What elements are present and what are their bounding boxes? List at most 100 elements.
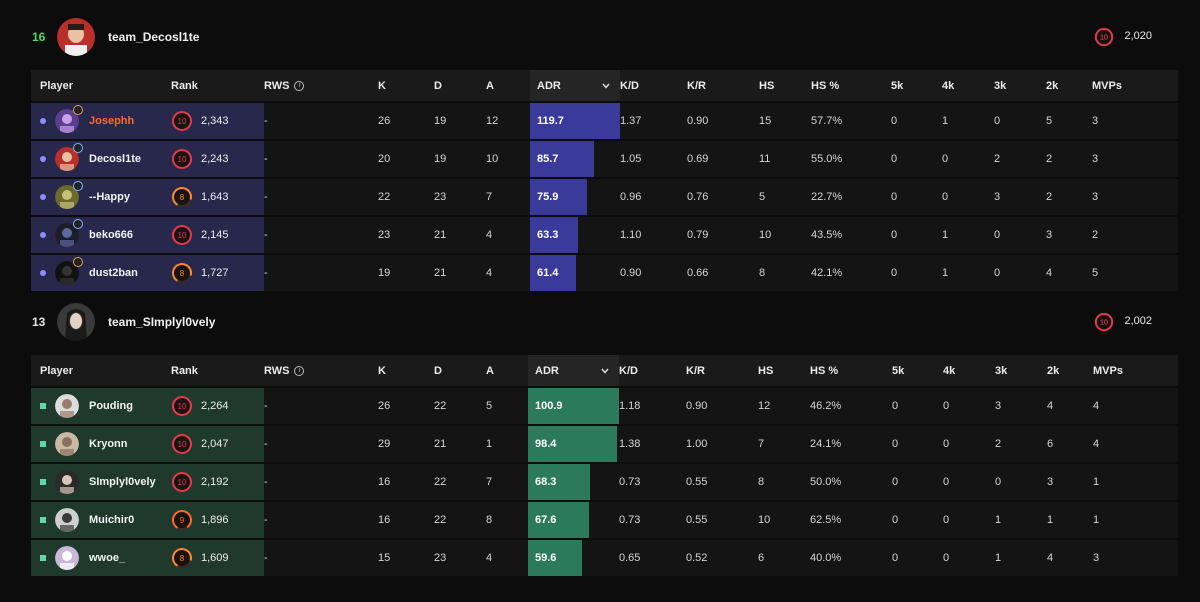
- player-avatar[interactable]: [55, 143, 83, 171]
- stat-5k: 0: [891, 255, 942, 291]
- stat-5k: 0: [891, 141, 942, 177]
- player-row[interactable]: SImplyl0vely 10 2,192-16 22 7 68.3 0.73 0.55 8 50…: [31, 464, 1178, 500]
- player-row[interactable]: --Happy 8 1,643-22 23 7 75.9 0.96 0.76 5 22.7% 0 0 3…: [31, 179, 1178, 215]
- col-kd[interactable]: K/D: [620, 70, 687, 101]
- col-rws[interactable]: RWS i: [264, 355, 378, 386]
- player-name[interactable]: Decosl1te: [89, 153, 141, 165]
- skill-level-icon: 8: [171, 262, 193, 284]
- team-name[interactable]: team_Decosl1te: [108, 30, 200, 44]
- col-4k[interactable]: 4k: [943, 355, 995, 386]
- player-name[interactable]: Pouding: [89, 400, 133, 412]
- col-rank[interactable]: Rank: [171, 355, 264, 386]
- col-d[interactable]: D: [434, 70, 486, 101]
- col-mvps[interactable]: MVPs: [1093, 355, 1178, 386]
- col-2k[interactable]: 2k: [1047, 355, 1093, 386]
- adr-bar: [530, 217, 578, 253]
- player-row[interactable]: wwoe_ 8 1,609-15 23 4 59.6 0.65 0.52 6 40.0% 0 0 1 4 3: [31, 540, 1178, 576]
- col-rws[interactable]: RWS i: [264, 70, 378, 101]
- team-avatar[interactable]: [57, 18, 95, 56]
- player-cell[interactable]: Decosl1te: [31, 141, 171, 177]
- info-icon[interactable]: i: [294, 80, 305, 91]
- col-player[interactable]: Player: [31, 355, 171, 386]
- chevron-down-icon[interactable]: [601, 365, 609, 377]
- adr-cell: 85.7: [530, 141, 620, 177]
- player-row[interactable]: Decosl1te 10 2,243-20 19 10 85.7 1.05 0.69 11 55.…: [31, 141, 1178, 177]
- info-icon[interactable]: i: [294, 365, 305, 376]
- stat-kr-ratio: 0.69: [687, 141, 759, 177]
- player-name[interactable]: wwoe_: [89, 552, 126, 564]
- col-a[interactable]: A: [486, 355, 528, 386]
- player-name[interactable]: Muichir0: [89, 514, 135, 526]
- player-cell[interactable]: --Happy: [31, 179, 171, 215]
- player-cell[interactable]: Pouding: [31, 388, 171, 424]
- player-row[interactable]: Josephh 10 2,343-26 19 12 119.7 1.37 0.90 15 57.7…: [31, 103, 1178, 139]
- col-a[interactable]: A: [486, 70, 530, 101]
- stat-rws: -: [264, 103, 378, 139]
- player-avatar[interactable]: [55, 470, 79, 494]
- player-avatar[interactable]: [55, 219, 83, 247]
- player-avatar[interactable]: [55, 105, 83, 133]
- player-name[interactable]: Josephh: [89, 115, 135, 127]
- col-player[interactable]: Player: [31, 70, 171, 101]
- stat-kd-ratio: 1.18: [619, 388, 686, 424]
- stat-4k: 0: [943, 502, 995, 538]
- rank-cell: 10 2,264: [171, 388, 264, 424]
- col-adr[interactable]: ADR: [528, 355, 619, 386]
- col-hs[interactable]: HS: [758, 355, 810, 386]
- player-cell[interactable]: wwoe_: [31, 540, 171, 576]
- player-cell[interactable]: beko666: [31, 217, 171, 253]
- col-3k[interactable]: 3k: [995, 355, 1047, 386]
- col-kr[interactable]: K/R: [687, 70, 759, 101]
- col-d[interactable]: D: [434, 355, 486, 386]
- col-hsp[interactable]: HS %: [810, 355, 892, 386]
- stat-mvps: 1: [1093, 502, 1178, 538]
- player-name[interactable]: SImplyl0vely: [89, 476, 156, 488]
- elo-value: 2,192: [201, 476, 229, 488]
- player-avatar[interactable]: [55, 432, 79, 456]
- col-adr[interactable]: ADR: [530, 70, 620, 101]
- player-row[interactable]: dust2ban 8 1,727-19 21 4 61.4 0.90 0.66 8 42.1% 0 1…: [31, 255, 1178, 291]
- stat-kills: 16: [378, 502, 434, 538]
- player-cell[interactable]: Muichir0: [31, 502, 171, 538]
- player-row[interactable]: Pouding 10 2,264 -26 22 5 100.9 1.18 0.90 12 46.2%…: [31, 388, 1178, 424]
- adr-value: 119.7: [537, 115, 564, 127]
- col-k[interactable]: K: [378, 70, 434, 101]
- player-cell[interactable]: Kryonn: [31, 426, 171, 462]
- player-row[interactable]: beko666 10 2,145-23 21 4 63.3 1.10 0.79 10 43.5% 0…: [31, 217, 1178, 253]
- chevron-down-icon[interactable]: [602, 80, 610, 92]
- col-k[interactable]: K: [378, 355, 434, 386]
- col-kd[interactable]: K/D: [619, 355, 686, 386]
- elo-value: 2,343: [201, 115, 229, 127]
- col-hsp[interactable]: HS %: [811, 70, 891, 101]
- stat-3k: 3: [995, 388, 1047, 424]
- stat-rws: -: [264, 502, 378, 538]
- col-hs[interactable]: HS: [759, 70, 811, 101]
- stat-rws: -: [264, 388, 378, 424]
- col-kr[interactable]: K/R: [686, 355, 758, 386]
- col-3k[interactable]: 3k: [994, 70, 1046, 101]
- player-avatar[interactable]: [55, 394, 79, 418]
- col-5k[interactable]: 5k: [892, 355, 943, 386]
- player-row[interactable]: Kryonn 10 2,047-29 21 1 98.4 1.38 1.00 7 24.1% 0 0 2…: [31, 426, 1178, 462]
- team-name[interactable]: team_SImplyl0vely: [108, 315, 216, 329]
- stat-deaths: 22: [434, 388, 486, 424]
- col-2k[interactable]: 2k: [1046, 70, 1092, 101]
- col-mvps[interactable]: MVPs: [1092, 70, 1178, 101]
- col-rank[interactable]: Rank: [171, 70, 264, 101]
- player-name[interactable]: beko666: [89, 229, 134, 241]
- player-avatar[interactable]: [55, 508, 79, 532]
- player-name[interactable]: dust2ban: [89, 267, 138, 279]
- player-cell[interactable]: Josephh: [31, 103, 171, 139]
- player-avatar[interactable]: [55, 181, 83, 209]
- col-4k[interactable]: 4k: [942, 70, 994, 101]
- player-cell[interactable]: dust2ban: [31, 255, 171, 291]
- player-row[interactable]: Muichir0 9 1,896-16 22 8 67.6 0.73 0.55 10 62.5% 0…: [31, 502, 1178, 538]
- col-5k[interactable]: 5k: [891, 70, 942, 101]
- player-avatar[interactable]: [55, 257, 83, 285]
- player-cell[interactable]: SImplyl0vely: [31, 464, 171, 500]
- player-avatar[interactable]: [55, 546, 79, 570]
- player-name[interactable]: --Happy: [89, 191, 130, 203]
- stat-headshots: 8: [759, 255, 811, 291]
- player-name[interactable]: Kryonn: [89, 438, 128, 450]
- team-avatar[interactable]: [57, 303, 95, 341]
